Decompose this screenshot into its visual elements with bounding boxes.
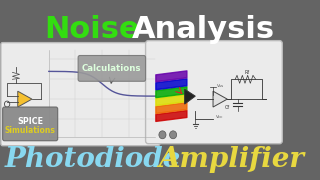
Polygon shape: [213, 91, 227, 107]
Text: Analysis: Analysis: [132, 15, 275, 44]
Text: Amplifier: Amplifier: [158, 146, 304, 173]
Text: Vss: Vss: [217, 84, 224, 88]
Circle shape: [170, 131, 177, 139]
Polygon shape: [185, 89, 195, 104]
Circle shape: [159, 131, 166, 139]
FancyBboxPatch shape: [1, 43, 160, 146]
Text: Vcc: Vcc: [216, 115, 224, 119]
Text: Noise: Noise: [44, 15, 140, 44]
Text: Cf: Cf: [225, 105, 230, 110]
Text: Photodiode: Photodiode: [4, 146, 181, 173]
FancyBboxPatch shape: [3, 107, 58, 141]
FancyBboxPatch shape: [78, 55, 146, 81]
Text: Simulations: Simulations: [5, 126, 56, 135]
Text: Calculations: Calculations: [82, 64, 141, 73]
Text: Rf: Rf: [244, 70, 249, 75]
FancyBboxPatch shape: [146, 41, 282, 144]
Text: SPICE: SPICE: [17, 117, 43, 126]
Polygon shape: [18, 91, 32, 107]
